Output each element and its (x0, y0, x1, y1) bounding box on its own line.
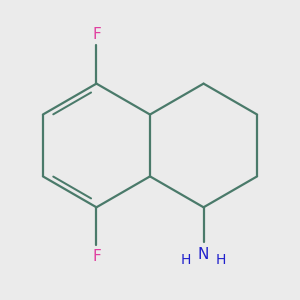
Text: F: F (92, 249, 101, 264)
Text: H: H (216, 253, 226, 267)
Text: N: N (198, 247, 209, 262)
Text: F: F (92, 27, 101, 42)
Text: H: H (181, 253, 191, 267)
